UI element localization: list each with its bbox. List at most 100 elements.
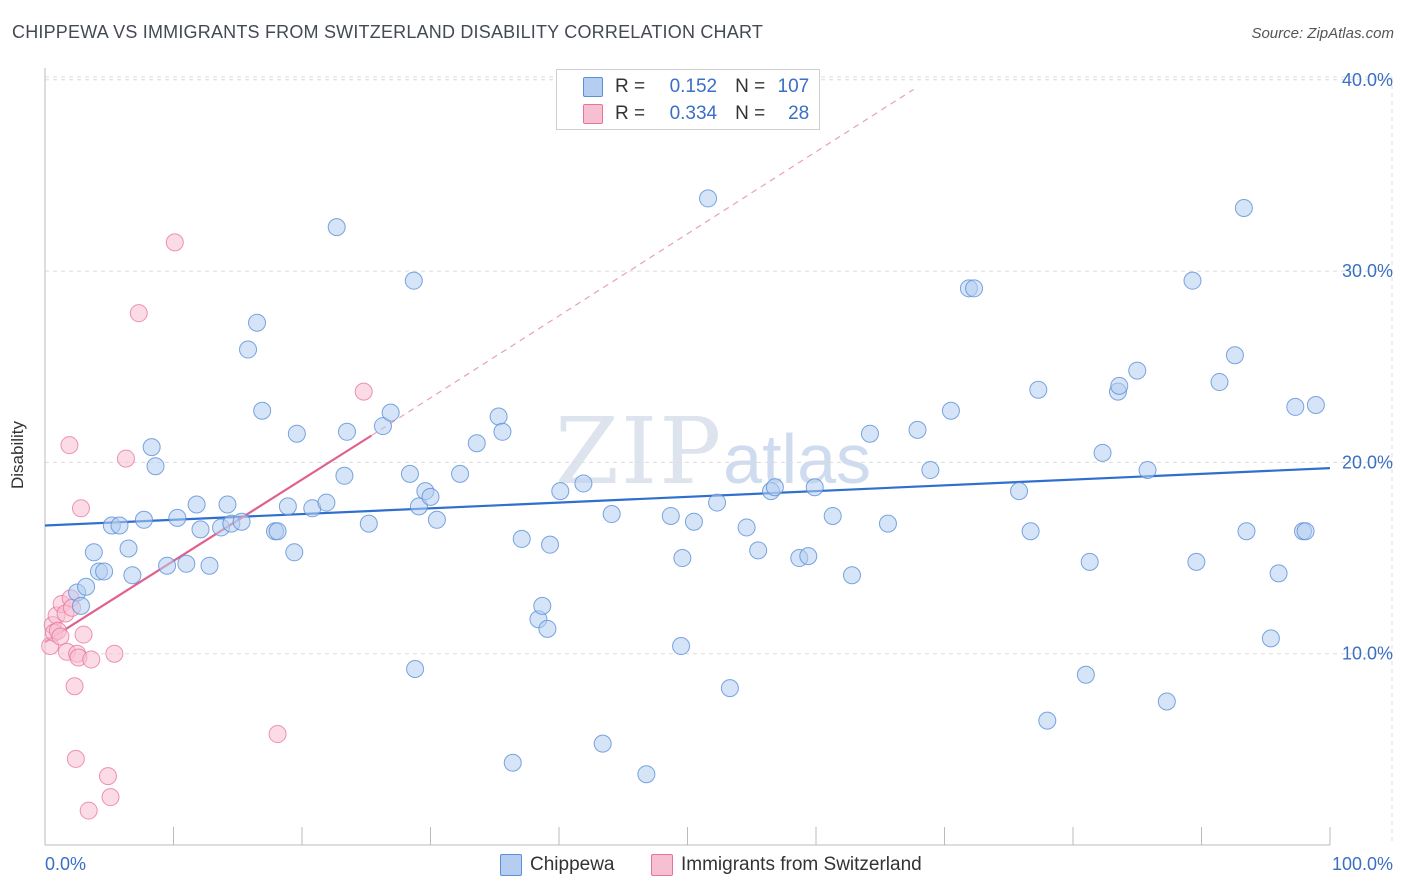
n-value: 28 <box>788 103 810 124</box>
data-point-chippewa <box>158 556 177 575</box>
data-point-chippewa <box>327 218 346 237</box>
data-point-chippewa <box>119 539 138 558</box>
data-point-chippewa <box>253 401 272 420</box>
data-point-switzerland <box>268 725 287 744</box>
data-point-chippewa <box>749 541 768 560</box>
x-tick-label-min: 0.0% <box>45 854 86 874</box>
trend-line-switzerland <box>44 434 372 644</box>
gridlines <box>45 76 1393 845</box>
data-point-chippewa <box>268 522 287 541</box>
data-point-chippewa <box>1210 373 1229 392</box>
data-point-chippewa <box>200 556 219 575</box>
trend-line-chippewa <box>44 467 1331 527</box>
data-point-chippewa <box>287 424 306 443</box>
y-tick-label: 20.0% <box>1342 452 1393 472</box>
n-label: N = <box>735 76 766 97</box>
data-point-chippewa <box>317 493 336 512</box>
data-point-chippewa <box>421 487 440 506</box>
data-point-chippewa <box>381 403 400 422</box>
data-point-chippewa <box>493 422 512 441</box>
y-tick-label: 40.0% <box>1342 70 1393 90</box>
data-point-chippewa <box>805 478 824 497</box>
data-point-chippewa <box>406 660 425 679</box>
data-point-switzerland <box>105 644 124 663</box>
data-point-chippewa <box>373 417 392 436</box>
data-point-chippewa <box>409 497 428 516</box>
data-point-chippewa <box>146 457 165 476</box>
data-point-chippewa <box>359 514 378 533</box>
data-point-chippewa <box>285 543 304 562</box>
legend-item-chippewa: Chippewa <box>500 852 615 878</box>
data-point-chippewa <box>134 510 153 529</box>
y-tick-label: 10.0% <box>1342 644 1393 664</box>
data-point-switzerland <box>74 625 93 644</box>
n-label: N = <box>735 103 766 124</box>
n-value: 107 <box>777 76 810 97</box>
data-point-chippewa <box>684 512 703 531</box>
data-point-chippewa <box>337 422 356 441</box>
data-point-switzerland <box>98 767 117 786</box>
data-point-chippewa <box>1286 397 1305 416</box>
data-point-chippewa <box>1038 711 1057 730</box>
data-point-chippewa <box>765 478 784 497</box>
series-immigrants-from-switzerland <box>41 233 373 820</box>
r-label: R = <box>615 103 646 124</box>
stats-row-chippewa: R = 0.152 N = 107 <box>583 75 809 99</box>
data-point-chippewa <box>538 619 557 638</box>
data-point-chippewa <box>842 566 861 585</box>
data-point-switzerland <box>101 788 120 807</box>
chippewa-legend-swatch <box>500 854 522 876</box>
data-point-chippewa <box>503 753 522 772</box>
switzerland-legend-swatch <box>651 854 673 876</box>
data-point-chippewa <box>1306 396 1325 415</box>
r-value: 0.334 <box>669 103 718 124</box>
data-point-chippewa <box>602 505 621 524</box>
data-point-chippewa <box>1093 443 1112 462</box>
data-point-chippewa <box>489 407 508 426</box>
data-point-chippewa <box>941 401 960 420</box>
r-label: R = <box>615 76 646 97</box>
data-point-chippewa <box>1021 522 1040 541</box>
data-point-chippewa <box>232 512 251 531</box>
series-chippewa <box>68 189 1325 784</box>
data-point-chippewa <box>218 495 237 514</box>
legend-label-chippewa: Chippewa <box>530 854 615 875</box>
data-point-chippewa <box>1296 522 1315 541</box>
trend-lines <box>44 88 1331 644</box>
data-point-chippewa <box>95 562 114 581</box>
data-point-switzerland <box>71 499 90 518</box>
data-point-chippewa <box>278 497 297 516</box>
data-point-chippewa <box>1080 552 1099 571</box>
r-value: 0.152 <box>669 76 718 97</box>
data-point-chippewa <box>533 596 552 615</box>
data-point-chippewa <box>593 734 612 753</box>
data-point-chippewa <box>1138 461 1157 480</box>
stats-row-switzerland: R = 0.334 N = 28 <box>583 102 809 126</box>
data-point-chippewa <box>699 189 718 208</box>
data-point-chippewa <box>168 508 187 527</box>
stats-legend: R = 0.152 N = 107 R = 0.334 N = 28 <box>556 69 820 130</box>
data-point-chippewa <box>1110 376 1129 395</box>
data-point-chippewa <box>541 535 560 554</box>
data-point-switzerland <box>65 677 84 696</box>
switzerland-swatch <box>583 104 603 124</box>
data-point-chippewa <box>1225 346 1244 365</box>
data-point-chippewa <box>512 529 531 548</box>
data-point-switzerland <box>129 304 148 323</box>
data-point-chippewa <box>921 461 940 480</box>
data-point-chippewa <box>335 466 354 485</box>
data-point-chippewa <box>823 506 842 525</box>
data-point-chippewa <box>404 271 423 290</box>
data-point-chippewa <box>1076 665 1095 684</box>
data-point-chippewa <box>637 765 656 784</box>
data-point-chippewa <box>71 596 90 615</box>
legend-item-switzerland: Immigrants from Switzerland <box>651 852 922 878</box>
data-point-chippewa <box>1234 198 1253 217</box>
data-point-chippewa <box>1183 271 1202 290</box>
data-point-chippewa <box>551 482 570 501</box>
data-point-chippewa <box>427 510 446 529</box>
data-point-chippewa <box>467 434 486 453</box>
data-point-chippewa <box>239 340 258 359</box>
legend-label-switzerland: Immigrants from Switzerland <box>681 854 922 875</box>
